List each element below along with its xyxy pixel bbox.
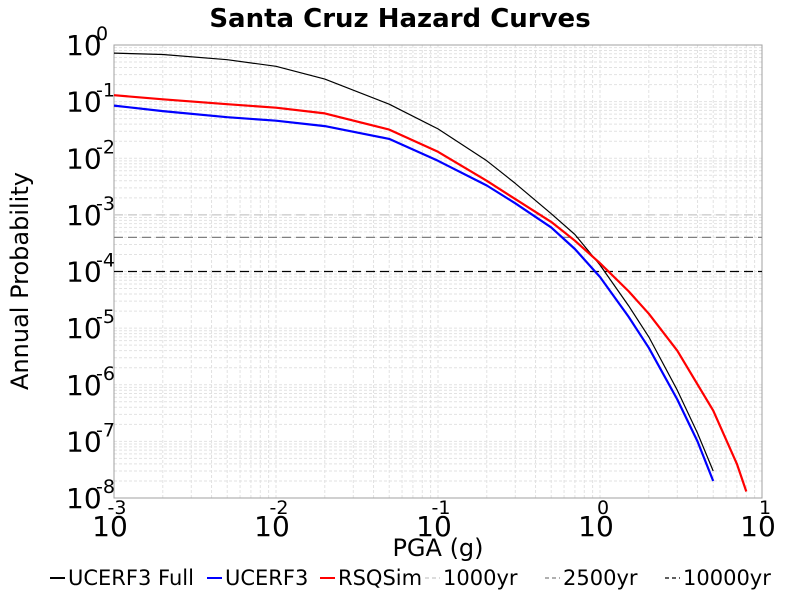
chart-title: Santa Cruz Hazard Curves (209, 4, 590, 34)
y-tick-exponent: -4 (96, 250, 115, 272)
y-tick-label: 10 (66, 86, 102, 119)
reference-lines (114, 214, 762, 273)
series-line-rsqsim (113, 94, 748, 492)
legend: UCERF3 Full UCERF3 RSQSim 1000yr 2500yr 10000… (50, 566, 771, 590)
x-tick-label: 10 (578, 510, 614, 543)
x-tick-exponent: -2 (270, 497, 289, 519)
y-tick-label: 10 (66, 312, 102, 345)
y-tick-exponent: -8 (96, 476, 115, 498)
series-line-ucerf3-full (113, 52, 714, 472)
x-tick-exponent: 1 (759, 497, 771, 519)
y-tick-label: 10 (66, 369, 102, 402)
legend-label: 2500yr (563, 566, 638, 590)
legend-label: UCERF3 Full (68, 566, 194, 590)
series-line-ucerf3 (113, 104, 715, 482)
series-lines (113, 52, 748, 492)
y-tick-label: 10 (66, 482, 102, 515)
x-axis-label: PGA (g) (392, 534, 483, 562)
legend-label: 1000yr (443, 566, 518, 590)
x-tick-label: 10 (740, 510, 776, 543)
y-axis-label: Annual Probability (6, 172, 34, 390)
x-tick-label: 10 (92, 510, 128, 543)
y-tick-exponent: -6 (96, 363, 115, 385)
y-tick-exponent: -3 (96, 193, 115, 215)
legend-label: 10000yr (683, 566, 771, 590)
legend-label: UCERF3 (225, 566, 308, 590)
x-tick-label: 10 (254, 510, 290, 543)
x-tick-exponent: -1 (432, 497, 451, 519)
y-tick-exponent: 0 (96, 23, 108, 45)
x-tick-exponent: -3 (108, 497, 127, 519)
y-tick-label: 10 (66, 199, 102, 232)
y-tick-exponent: -2 (96, 136, 115, 158)
y-tick-label: 10 (66, 29, 102, 62)
y-tick-exponent: -1 (96, 80, 115, 102)
x-tick-label: 10 (416, 510, 452, 543)
y-tick-exponent: -7 (96, 419, 115, 441)
y-tick-label: 10 (66, 142, 102, 175)
legend-label: RSQSim (338, 566, 422, 590)
x-tick-exponent: 0 (597, 497, 609, 519)
y-tick-label: 10 (66, 425, 102, 458)
y-tick-label: 10 (66, 256, 102, 289)
y-tick-exponent: -5 (96, 306, 115, 328)
